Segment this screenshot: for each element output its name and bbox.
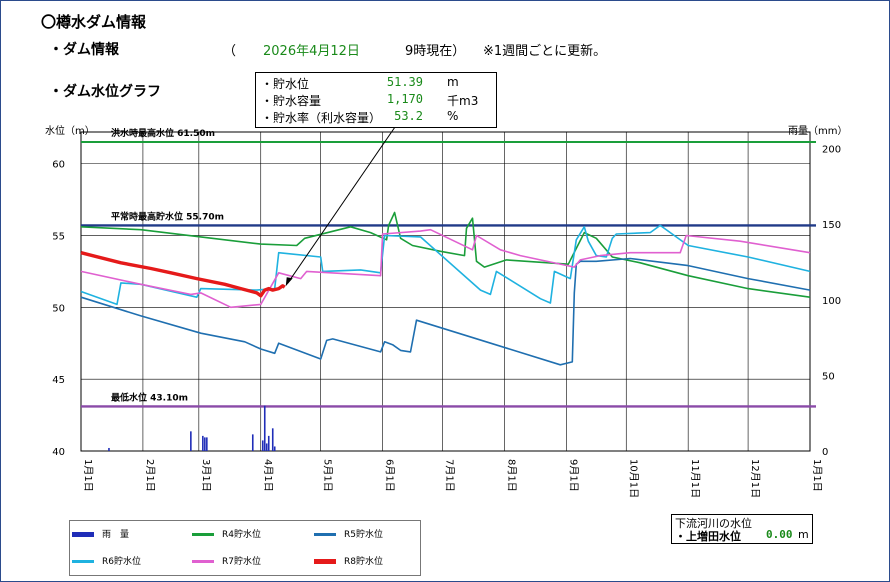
status-label: ・貯水率（利水容量） bbox=[261, 111, 382, 125]
y-tick-label: 45 bbox=[52, 375, 65, 386]
series-line-R8貯水位 bbox=[80, 251, 286, 298]
status-row: ・貯水容量 1,170 千m3 bbox=[261, 92, 493, 108]
plot-area bbox=[80, 131, 811, 452]
series-line-R4貯水位 bbox=[80, 211, 811, 298]
status-label: ・貯水容量 bbox=[261, 94, 322, 108]
page-title: 〇樽水ダム情報 bbox=[41, 13, 147, 31]
legend-item: R8貯水位 bbox=[314, 554, 424, 568]
dam-info-label: ・ダム情報 bbox=[49, 42, 119, 58]
legend-label: R6貯水位 bbox=[102, 557, 141, 567]
legend-swatch bbox=[314, 559, 336, 564]
river-level-unit: m bbox=[798, 528, 809, 541]
chart-legend: 雨 量 R4貯水位 R5貯水位 R6貯水位 R7貯水位 R8貯水位 bbox=[69, 520, 421, 576]
status-row: ・貯水率（利水容量） 53.2% bbox=[261, 109, 493, 125]
reference-line-label: 最低水位 43.10m bbox=[111, 391, 188, 403]
callout-line bbox=[287, 126, 396, 284]
x-tick-label: 7月1日 bbox=[444, 459, 456, 492]
legend-swatch bbox=[72, 532, 94, 537]
downstream-river-box: 下流河川の水位 ・上増田水位 0.00 m bbox=[671, 514, 813, 544]
legend-label: 雨 量 bbox=[102, 530, 130, 540]
rain-bar bbox=[202, 435, 204, 451]
reference-line-label: 平常時最高貯水位 55.70m bbox=[111, 210, 224, 222]
x-tick-label: 10月1日 bbox=[627, 459, 639, 498]
series-line-R6貯水位 bbox=[80, 224, 811, 306]
legend-swatch bbox=[192, 533, 214, 536]
callout-arrowhead bbox=[285, 277, 293, 287]
river-level-value: 0.00 bbox=[766, 528, 793, 541]
legend-label: R8貯水位 bbox=[344, 557, 383, 567]
status-value: 1,170 bbox=[386, 92, 423, 106]
series-line-R7貯水位 bbox=[80, 228, 811, 309]
y2-axis-label: 雨量（mm） bbox=[788, 125, 847, 137]
rain-bar bbox=[265, 443, 268, 451]
legend-swatch bbox=[192, 560, 214, 563]
x-tick-label: 1月1日 bbox=[82, 459, 94, 492]
x-tick-label: 5月1日 bbox=[322, 459, 334, 492]
x-tick-label: 2月1日 bbox=[144, 459, 156, 492]
river-station-label: ・上増田水位 bbox=[675, 530, 741, 543]
legend-swatch bbox=[314, 533, 336, 536]
y-axis-label: 水位（m） bbox=[45, 124, 95, 137]
legend-item: R5貯水位 bbox=[314, 527, 424, 541]
legend-label: R5貯水位 bbox=[344, 530, 383, 540]
status-value: 51.39 bbox=[386, 75, 423, 89]
x-tick-label: 4月1日 bbox=[262, 459, 274, 492]
x-tick-label: 11月1日 bbox=[689, 459, 701, 498]
x-tick-label: 8月1日 bbox=[505, 459, 517, 492]
rain-bar bbox=[251, 434, 254, 451]
legend-item: R6貯水位 bbox=[72, 554, 182, 568]
rain-bar bbox=[204, 437, 206, 451]
x-tick-label: 9月1日 bbox=[567, 459, 579, 492]
y-tick-label: 60 bbox=[52, 160, 65, 171]
x-tick-label: 12月1日 bbox=[749, 459, 761, 498]
rain-bar bbox=[261, 440, 264, 451]
update-note: ※1週間ごとに更新。 bbox=[483, 44, 607, 59]
y2-tick-label: 150 bbox=[822, 220, 841, 231]
rain-bar bbox=[190, 431, 192, 451]
legend-item: 雨 量 bbox=[72, 527, 182, 541]
y-tick-label: 55 bbox=[52, 231, 65, 242]
status-unit: % bbox=[447, 109, 459, 123]
date-open-paren: （ bbox=[223, 44, 237, 59]
legend-label: R4貯水位 bbox=[222, 530, 261, 540]
y2-tick-label: 100 bbox=[822, 296, 841, 307]
rain-bar bbox=[206, 437, 208, 451]
water-level-graph-label: ・ダム水位グラフ bbox=[49, 84, 161, 100]
x-tick-label: 3月1日 bbox=[200, 459, 212, 492]
reference-line-label: 洪水時最高水位 61.50m bbox=[111, 127, 215, 139]
report-time: 9時現在） bbox=[405, 44, 466, 59]
y2-tick-label: 200 bbox=[822, 145, 841, 156]
current-status-box: ・貯水位 51.39 m ・貯水容量 1,170 千m3 ・貯水率（利水容量） 53.2% bbox=[255, 72, 497, 128]
status-unit: m bbox=[447, 75, 459, 89]
rain-bar bbox=[271, 428, 274, 451]
rain-bar bbox=[273, 446, 276, 451]
y-tick-label: 50 bbox=[52, 303, 65, 314]
y2-tick-label: 50 bbox=[822, 371, 835, 382]
status-label: ・貯水位 bbox=[261, 77, 310, 91]
status-value: 53.2 bbox=[394, 109, 423, 123]
status-unit: 千m3 bbox=[447, 94, 479, 108]
legend-item: R4貯水位 bbox=[192, 527, 302, 541]
river-title: 下流河川の水位 bbox=[675, 517, 752, 530]
y2-tick-label: 0 bbox=[822, 447, 828, 458]
y-tick-label: 40 bbox=[52, 447, 65, 458]
series-line-R5貯水位 bbox=[80, 257, 811, 366]
rain-bar bbox=[267, 435, 270, 451]
rain-bar bbox=[263, 405, 266, 451]
rain-bar bbox=[108, 447, 110, 451]
legend-swatch bbox=[72, 560, 94, 563]
legend-label: R7貯水位 bbox=[222, 557, 261, 567]
x-tick-label: 1月1日 bbox=[811, 459, 823, 492]
report-date: 2026年4月12日 bbox=[263, 44, 360, 59]
x-tick-label: 6月1日 bbox=[384, 459, 396, 492]
legend-item: R7貯水位 bbox=[192, 554, 302, 568]
status-row: ・貯水位 51.39 m bbox=[261, 75, 493, 91]
